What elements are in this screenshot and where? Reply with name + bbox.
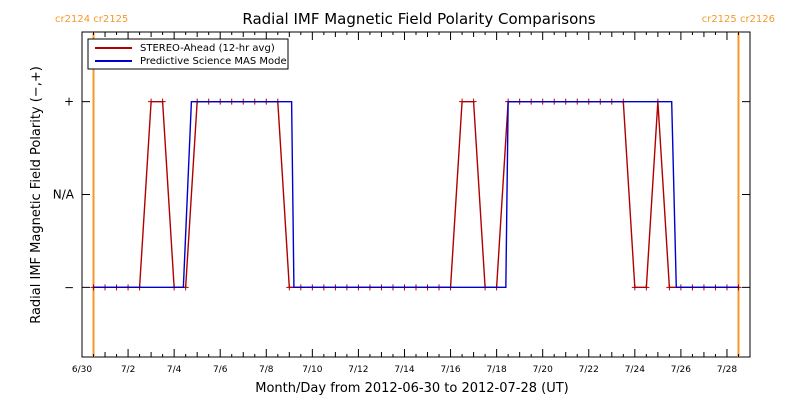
legend: STEREO-Ahead (12-hr avg) Predictive Scie…: [87, 38, 289, 70]
y-axis-label: Radial IMF Magnetic Field Polarity (−,+): [29, 66, 44, 324]
x-tick-label: 7/22: [579, 365, 599, 375]
carrington-label-1: cr2125 cr2126: [702, 14, 775, 25]
data-point: [666, 284, 673, 291]
data-point: [643, 284, 650, 291]
carrington-markers: cr2124 cr2125 cr2125 cr2126: [55, 14, 775, 357]
x-axis-label: Month/Day from 2012-06-30 to 2012-07-28 …: [255, 381, 568, 396]
plot-frame: [81, 31, 751, 358]
data-point: [148, 98, 155, 105]
x-tick-label: 7/12: [348, 365, 368, 375]
data-point: [631, 284, 638, 291]
y-tick-label: −: [64, 280, 74, 294]
chart-title: Radial IMF Magnetic Field Polarity Compa…: [242, 10, 595, 28]
x-tick-label: 6/30: [72, 365, 92, 375]
data-point: [459, 98, 466, 105]
legend-label-stereo: STEREO-Ahead (12-hr avg): [140, 43, 275, 54]
x-tick-label: 7/26: [671, 365, 691, 375]
legend-label-mas: Predictive Science MAS Model: [140, 56, 289, 67]
legend-box: [87, 38, 289, 70]
data-point: [286, 284, 293, 291]
data-point: [159, 98, 166, 105]
y-tick-label: +: [64, 95, 74, 109]
x-tick-label: 7/4: [167, 365, 182, 375]
x-tick-label: 7/18: [487, 365, 507, 375]
x-tick-label: 7/16: [440, 365, 460, 375]
x-tick-label: 7/24: [625, 365, 645, 375]
x-tick-label: 7/10: [302, 365, 322, 375]
data-point: [470, 98, 477, 105]
x-tick-label: 7/6: [213, 365, 228, 375]
x-tick-label: 7/14: [394, 365, 414, 375]
x-tick-label: 7/28: [717, 365, 737, 375]
carrington-label-0: cr2124 cr2125: [55, 14, 128, 25]
series-layer: [90, 98, 742, 291]
y-axis-ticks: + N/A −: [53, 95, 750, 294]
y-tick-label: N/A: [53, 188, 75, 202]
x-tick-label: 7/20: [533, 365, 553, 375]
x-tick-label: 7/8: [259, 365, 274, 375]
x-tick-label: 7/2: [121, 365, 135, 375]
x-axis-ticks: 6/30 7/2 7/4 7/6 7/8 7/10 7/12 7/14 7/16 7/18 7/20…: [72, 32, 751, 375]
series-line-1: [93, 100, 739, 289]
